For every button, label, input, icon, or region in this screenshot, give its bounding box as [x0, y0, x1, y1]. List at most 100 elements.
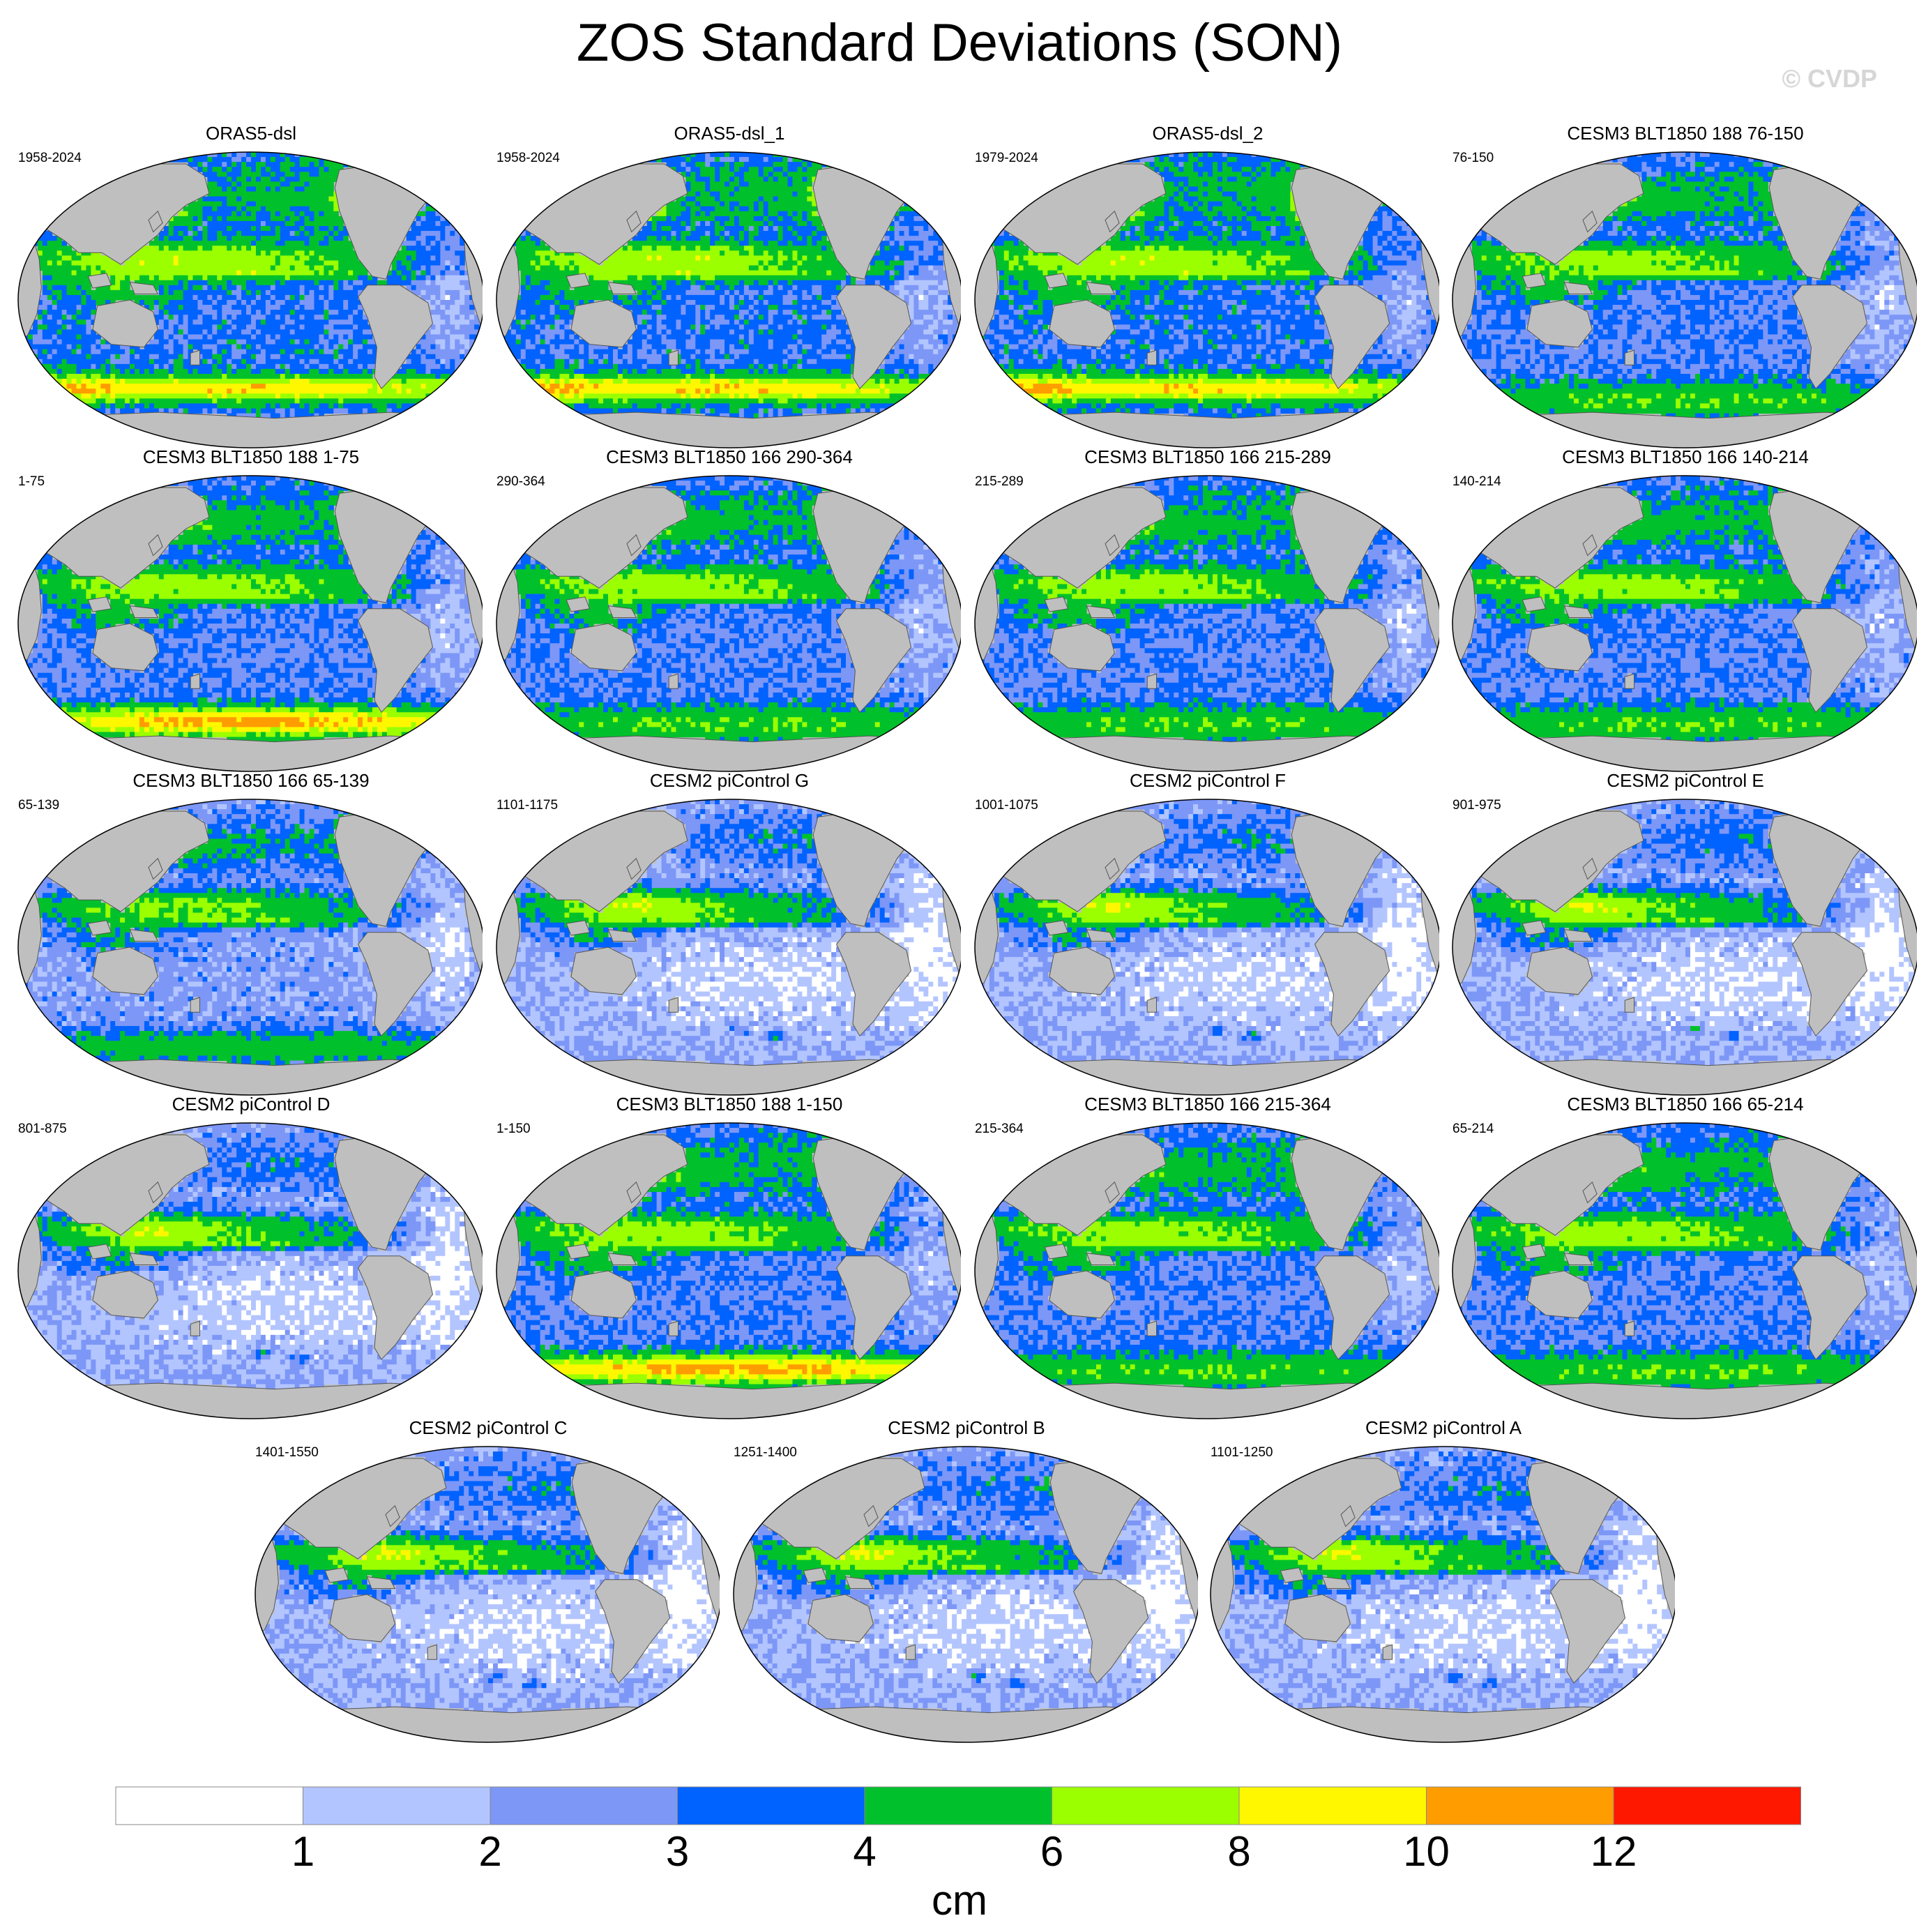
robinson-map — [1206, 1444, 1675, 1745]
panel-period: 1-150 — [496, 1122, 531, 1137]
robinson-map — [492, 797, 961, 1098]
map-panel: CESM2 piControl B 1251-1400 — [729, 1417, 1204, 1738]
panel-period: 140-214 — [1452, 474, 1501, 490]
robinson-map — [971, 149, 1439, 451]
robinson-map — [729, 1444, 1198, 1745]
colorbar-tick-label: 10 — [1403, 1827, 1450, 1876]
panel-title: CESM2 piControl A — [1206, 1417, 1681, 1439]
panel-period: 1401-1550 — [255, 1445, 319, 1461]
panel-period: 1001-1075 — [975, 798, 1038, 813]
ocean-field — [971, 473, 1439, 774]
ocean-field — [492, 473, 961, 774]
ocean-field — [492, 797, 961, 1098]
ocean-field — [971, 1120, 1439, 1421]
panel-period: 801-875 — [18, 1122, 67, 1137]
colorbar-swatch — [1427, 1787, 1614, 1825]
colorbar-tick-label: 12 — [1591, 1827, 1637, 1876]
ocean-field — [729, 1444, 1198, 1745]
panel-title: CESM2 piControl D — [14, 1094, 488, 1115]
map-panel: CESM3 BLT1850 166 65-139 65-139 — [14, 770, 488, 1091]
robinson-map — [971, 797, 1439, 1098]
panel-period: 1979-2024 — [975, 151, 1038, 166]
panel-title: CESM3 BLT1850 166 140-214 — [1448, 446, 1919, 468]
robinson-map — [1448, 1120, 1917, 1421]
colorbar-unit-label: cm — [932, 1876, 987, 1924]
map-panel: CESM3 BLT1850 188 1-150 1-150 — [492, 1094, 966, 1414]
panel-period: 65-139 — [18, 798, 59, 813]
map-panel: CESM2 piControl E 901-975 — [1448, 770, 1919, 1091]
panel-title: ORAS5-dsl_2 — [971, 123, 1445, 144]
robinson-map — [14, 1120, 483, 1421]
map-panel: CESM3 BLT1850 166 65-214 65-214 — [1448, 1094, 1919, 1414]
colorbar-swatch — [1052, 1787, 1240, 1825]
colorbar-swatch — [303, 1787, 491, 1825]
map-panel: CESM3 BLT1850 188 1-75 1-75 — [14, 446, 488, 767]
robinson-map — [492, 473, 961, 774]
robinson-map — [14, 473, 483, 774]
colorbar-swatch — [678, 1787, 865, 1825]
map-panel: CESM2 piControl C 1401-1550 — [251, 1417, 725, 1738]
panel-period: 1958-2024 — [496, 151, 560, 166]
panel-title: CESM3 BLT1850 166 215-364 — [971, 1094, 1445, 1115]
map-panel: CESM2 piControl A 1101-1250 — [1206, 1417, 1681, 1738]
robinson-map — [251, 1444, 720, 1745]
ocean-field — [971, 149, 1439, 451]
robinson-map — [1448, 797, 1917, 1098]
colorbar-swatch — [490, 1787, 678, 1825]
panel-title: CESM3 BLT1850 166 65-139 — [14, 770, 488, 792]
map-panel: CESM3 BLT1850 166 215-364 215-364 — [971, 1094, 1445, 1414]
colorbar-tick-label: 3 — [666, 1827, 689, 1876]
ocean-field — [14, 473, 483, 774]
panel-title: CESM2 piControl F — [971, 770, 1445, 792]
panel-title: CESM2 piControl B — [729, 1417, 1204, 1439]
ocean-field — [1448, 1120, 1917, 1421]
ocean-field — [1448, 473, 1917, 774]
colorbar-swatch — [116, 1787, 303, 1825]
map-panel: CESM3 BLT1850 166 215-289 215-289 — [971, 446, 1445, 767]
panel-title: ORAS5-dsl — [14, 123, 488, 144]
panel-title: ORAS5-dsl_1 — [492, 123, 966, 144]
ocean-field — [1206, 1444, 1675, 1745]
panel-period: 215-289 — [975, 474, 1024, 490]
colorbar-tick-label: 2 — [478, 1827, 501, 1876]
panel-period: 65-214 — [1452, 1122, 1494, 1137]
colorbar-tick-label: 6 — [1040, 1827, 1063, 1876]
panel-period: 76-150 — [1452, 151, 1494, 166]
panel-period: 1958-2024 — [18, 151, 82, 166]
panel-title: CESM3 BLT1850 166 65-214 — [1448, 1094, 1919, 1115]
map-panel: CESM2 piControl D 801-875 — [14, 1094, 488, 1414]
colorbar-tick-label: 8 — [1227, 1827, 1250, 1876]
ocean-field — [14, 797, 483, 1098]
figure-title: ZOS Standard Deviations (SON) — [0, 13, 1919, 73]
map-panel: ORAS5-dsl_1 1958-2024 — [492, 123, 966, 444]
ocean-field — [14, 149, 483, 451]
panel-period: 1101-1175 — [496, 798, 558, 813]
cvdp-watermark: © CVDP — [1782, 64, 1877, 93]
panel-period: 901-975 — [1452, 798, 1501, 813]
robinson-map — [971, 1120, 1439, 1421]
panel-period: 1-75 — [18, 474, 45, 490]
panel-period: 1251-1400 — [734, 1445, 797, 1461]
ocean-field — [251, 1444, 720, 1745]
panel-title: CESM3 BLT1850 188 1-150 — [492, 1094, 966, 1115]
ocean-field — [971, 797, 1439, 1098]
robinson-map — [1448, 149, 1917, 451]
map-panel: CESM3 BLT1850 166 140-214 140-214 — [1448, 446, 1919, 767]
ocean-field — [1448, 797, 1917, 1098]
ocean-field — [492, 149, 961, 451]
colorbar-swatch — [865, 1787, 1052, 1825]
map-panel: CESM2 piControl F 1001-1075 — [971, 770, 1445, 1091]
panel-period: 215-364 — [975, 1122, 1024, 1137]
ocean-field — [492, 1120, 961, 1421]
colorbar-swatch — [1239, 1787, 1427, 1825]
robinson-map — [492, 149, 961, 451]
colorbar-swatch — [1614, 1787, 1801, 1825]
panel-title: CESM3 BLT1850 188 1-75 — [14, 446, 488, 468]
ocean-field — [14, 1120, 483, 1421]
map-panel: CESM2 piControl G 1101-1175 — [492, 770, 966, 1091]
robinson-map — [14, 149, 483, 451]
map-panel: CESM3 BLT1850 188 76-150 76-150 — [1448, 123, 1919, 444]
panel-title: CESM2 piControl G — [492, 770, 966, 792]
panel-title: CESM2 piControl C — [251, 1417, 725, 1439]
